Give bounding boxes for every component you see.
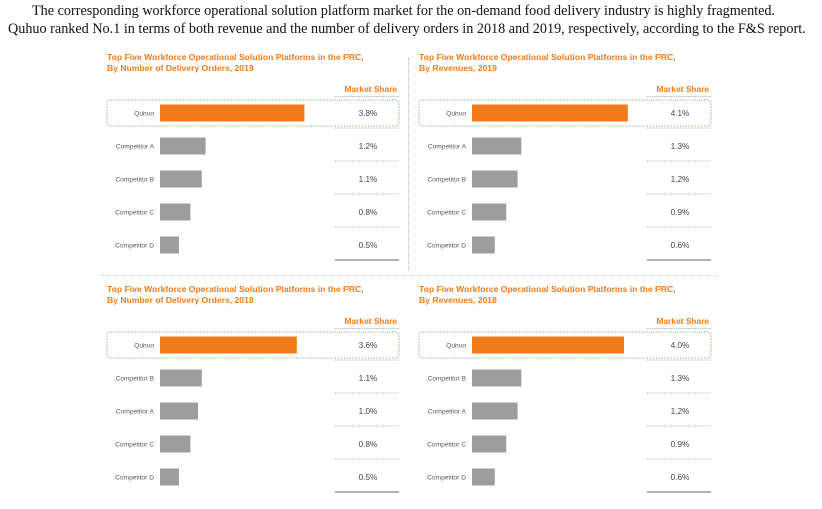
category-label: Competitor C [427, 210, 466, 217]
bar [472, 402, 518, 420]
category-label: Competitor A [116, 144, 155, 151]
bar-highlight [472, 336, 624, 354]
bar [472, 137, 522, 155]
value-label: 1.2% [671, 175, 690, 184]
value-label: 1.3% [671, 142, 690, 151]
value-label: 0.6% [671, 241, 690, 250]
category-label: Quhuo [446, 343, 466, 350]
value-label: 1.1% [359, 374, 378, 383]
bar [472, 468, 495, 486]
category-label: Competitor A [428, 409, 467, 416]
bar [472, 203, 507, 221]
chart-title-line1: Top Five Workforce Operational Solution … [107, 52, 364, 62]
chart-title-line2: By Revenues, 2018 [419, 295, 497, 305]
bar-chart: Quhuo 4.0% Competitor B 1.3% Competitor A 1.2… [418, 328, 712, 493]
bar [472, 170, 518, 188]
category-label: Quhuo [134, 343, 154, 350]
value-label: 0.8% [359, 208, 378, 217]
highlight-box [418, 99, 712, 127]
legend-market-share: Market Share [656, 84, 709, 94]
chart-title: Top Five Workforce Operational Solution … [107, 284, 407, 306]
highlight-box [106, 99, 400, 127]
bar-highlight [160, 104, 305, 122]
chart-title-line2: By Number of Delivery Orders, 2019 [107, 63, 254, 73]
category-label: Quhuo [446, 111, 466, 118]
value-label: 0.5% [359, 241, 378, 250]
value-label: 3.6% [359, 341, 378, 350]
bar-chart: Quhuo 3.8% Competitor A 1.2% Competitor B 1.1… [106, 96, 400, 261]
category-label: Competitor D [115, 475, 154, 482]
chart-title: Top Five Workforce Operational Solution … [107, 52, 407, 74]
bar [160, 402, 198, 420]
category-label: Competitor B [428, 177, 467, 184]
bar [160, 137, 206, 155]
value-label: 1.1% [359, 175, 378, 184]
chart-title-line1: Top Five Workforce Operational Solution … [419, 284, 676, 294]
category-label: Competitor B [116, 177, 155, 184]
chart-title-line1: Top Five Workforce Operational Solution … [107, 284, 364, 294]
value-label: 0.6% [671, 473, 690, 482]
value-label: 0.8% [359, 440, 378, 449]
chart-title-line1: Top Five Workforce Operational Solution … [419, 52, 676, 62]
category-label: Competitor D [115, 243, 154, 250]
category-label: Competitor C [115, 210, 154, 217]
bar-highlight [160, 336, 297, 354]
value-label: 1.2% [359, 142, 378, 151]
bar-highlight [472, 104, 628, 122]
bar [160, 170, 202, 188]
category-label: Competitor A [116, 409, 155, 416]
value-label: 0.9% [671, 440, 690, 449]
category-label: Competitor A [428, 144, 467, 151]
chart-title-line2: By Number of Delivery Orders, 2018 [107, 295, 254, 305]
category-label: Quhuo [134, 111, 154, 118]
bar [160, 435, 191, 453]
chart-title: Top Five Workforce Operational Solution … [419, 52, 719, 74]
value-label: 1.0% [359, 407, 378, 416]
intro-paragraph: The corresponding workforce operational … [8, 3, 806, 37]
bar [160, 203, 191, 221]
legend-market-share: Market Share [344, 84, 397, 94]
bar [472, 236, 495, 254]
bar [160, 236, 179, 254]
horizontal-divider [100, 275, 718, 276]
value-label: 3.8% [359, 109, 378, 118]
value-label: 4.1% [671, 109, 690, 118]
value-label: 1.3% [671, 374, 690, 383]
category-label: Competitor D [427, 243, 466, 250]
bar [472, 369, 522, 387]
value-label: 1.2% [671, 407, 690, 416]
highlight-box [106, 331, 400, 359]
category-label: Competitor C [427, 442, 466, 449]
category-label: Competitor C [115, 442, 154, 449]
chart-title: Top Five Workforce Operational Solution … [419, 284, 719, 306]
chart-panel-revenues-2019: Top Five Workforce Operational Solution … [414, 52, 714, 262]
bar [160, 468, 179, 486]
chart-panel-orders-2019: Top Five Workforce Operational Solution … [102, 52, 402, 262]
chart-panel-orders-2018: Top Five Workforce Operational Solution … [102, 284, 402, 494]
category-label: Competitor B [116, 376, 155, 383]
bar [160, 369, 202, 387]
legend-market-share: Market Share [656, 316, 709, 326]
bar-chart: Quhuo 3.6% Competitor B 1.1% Competitor A 1.0… [106, 328, 400, 493]
category-label: Competitor B [428, 376, 467, 383]
highlight-box [418, 331, 712, 359]
value-label: 0.9% [671, 208, 690, 217]
chart-title-line2: By Revenues, 2019 [419, 63, 497, 73]
value-label: 0.5% [359, 473, 378, 482]
legend-market-share: Market Share [344, 316, 397, 326]
vertical-divider [408, 58, 409, 270]
chart-panel-revenues-2018: Top Five Workforce Operational Solution … [414, 284, 714, 494]
bar-chart: Quhuo 4.1% Competitor A 1.3% Competitor B 1.2… [418, 96, 712, 261]
bar [472, 435, 507, 453]
value-label: 4.0% [671, 341, 690, 350]
category-label: Competitor D [427, 475, 466, 482]
